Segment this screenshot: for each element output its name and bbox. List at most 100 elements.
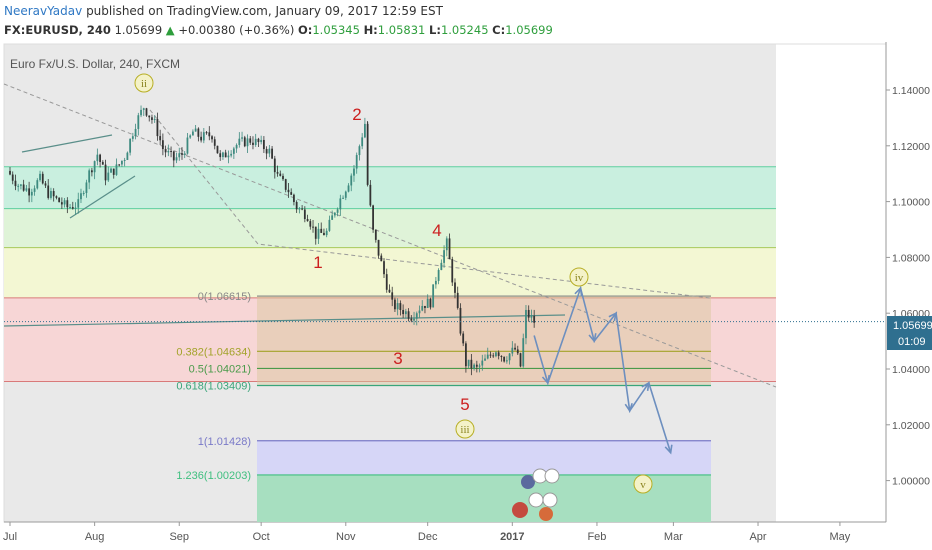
candle-body (30, 191, 33, 196)
zone-band-red (4, 297, 776, 382)
price-tag-value: 1.05699 (893, 320, 932, 332)
candle-body (170, 150, 172, 152)
candle-body (385, 274, 388, 290)
candle-body (369, 184, 372, 206)
candle-body (134, 128, 137, 137)
candle-body (241, 137, 243, 139)
projection-layer (533, 285, 673, 455)
candle-body (192, 131, 194, 136)
candle-body (295, 202, 298, 210)
fib-extension-band (257, 440, 711, 475)
candle-body (91, 170, 93, 173)
candle-body (301, 208, 304, 210)
candle-body (276, 172, 279, 174)
candle-body (489, 354, 492, 356)
candle-body (486, 354, 489, 359)
x-tick-label: Jul (3, 531, 17, 543)
candle-body (17, 185, 20, 187)
candle-body (514, 347, 516, 350)
candle-body (41, 173, 44, 184)
candle-body (172, 151, 175, 161)
projection-arrowhead (588, 333, 597, 343)
candle-body (77, 199, 80, 208)
candle-body (505, 360, 508, 362)
candle-body (459, 307, 462, 334)
candle-body (183, 153, 186, 155)
candle-body (112, 168, 115, 175)
candle-body (374, 229, 377, 240)
ohlc-line: FX:EURUSD, 240 1.05699 ▲ +0.00380 (+0.36… (4, 23, 553, 37)
candle-body (254, 138, 257, 145)
economic-events-icon[interactable] (512, 468, 560, 521)
candle-body (257, 138, 260, 143)
candle-body (159, 136, 162, 141)
candle-body (467, 359, 470, 367)
candle-body (262, 139, 265, 150)
wave-label-minor: iv (575, 272, 584, 284)
candle-body (71, 207, 74, 209)
candle-body (208, 132, 211, 137)
candle-body (394, 299, 396, 310)
candle-body (238, 138, 241, 145)
candle-body (317, 228, 320, 239)
candle-body (415, 313, 418, 319)
x-tick-label: Mar (664, 531, 683, 543)
x-tick-label: 2017 (500, 531, 524, 543)
candle-body (230, 153, 233, 156)
candle-body (298, 208, 301, 210)
wave-label-major: 5 (460, 395, 469, 414)
candle-body (99, 154, 101, 162)
bar-countdown: 01:09 (898, 336, 926, 348)
candle-body (456, 292, 459, 308)
fib-level-label: 0.382(1.04634) (176, 346, 251, 358)
candle-body (197, 128, 200, 137)
open-label: O: (297, 23, 313, 37)
wave-labels-layer: ii 1 2 3 4 5 iii iv v (134, 73, 653, 494)
price-change: +0.00380 (+0.36%) (178, 23, 295, 37)
fib-level-label: 0.618(1.03409) (176, 380, 251, 392)
wave-label-ring (633, 474, 653, 494)
wave-label-ring (455, 419, 475, 439)
wave-label-minor: iii (460, 424, 469, 436)
candle-body (508, 353, 511, 361)
symbol-label: FX:EURUSD, 240 (4, 23, 111, 37)
candle-body (323, 232, 325, 236)
candle-body (260, 139, 263, 143)
wave-label-major: 2 (352, 105, 361, 124)
candle-body (519, 353, 522, 367)
fib-level-label: 0.5(1.04021) (189, 363, 251, 375)
candle-body (74, 207, 77, 209)
author-link[interactable]: NeeravYadav (4, 4, 83, 18)
candle-body (175, 157, 178, 161)
candle-body (58, 197, 61, 203)
candle-body (372, 205, 374, 230)
zone-band-middle (4, 208, 776, 248)
candle-body (145, 108, 148, 116)
high-value: 1.05831 (377, 23, 426, 37)
candle-body (213, 139, 216, 146)
publish-info: published on TradingView.com, January 09… (86, 4, 443, 18)
candle-body (273, 158, 276, 173)
candle-body (167, 150, 170, 153)
candle-body (164, 149, 167, 153)
candle-body (202, 132, 205, 141)
candle-body (101, 161, 104, 165)
trendlines-layer (3, 83, 777, 388)
candle-body (396, 303, 399, 310)
candle-body (404, 311, 407, 315)
candle-body (63, 200, 66, 205)
y-tick-label: 1.08000 (892, 252, 930, 264)
candle-body (361, 137, 364, 147)
candle-body (331, 215, 334, 220)
candle-body (421, 305, 424, 311)
candle-body (249, 138, 252, 143)
x-tick-label: Nov (336, 531, 356, 543)
candle-body (364, 123, 366, 138)
candle-body (402, 309, 405, 315)
projection-arrowhead (624, 402, 633, 413)
publish-header: NeeravYadav published on TradingView.com… (0, 0, 932, 42)
candle-body (454, 282, 456, 293)
candle-body (344, 191, 347, 198)
candle-body (495, 352, 497, 357)
